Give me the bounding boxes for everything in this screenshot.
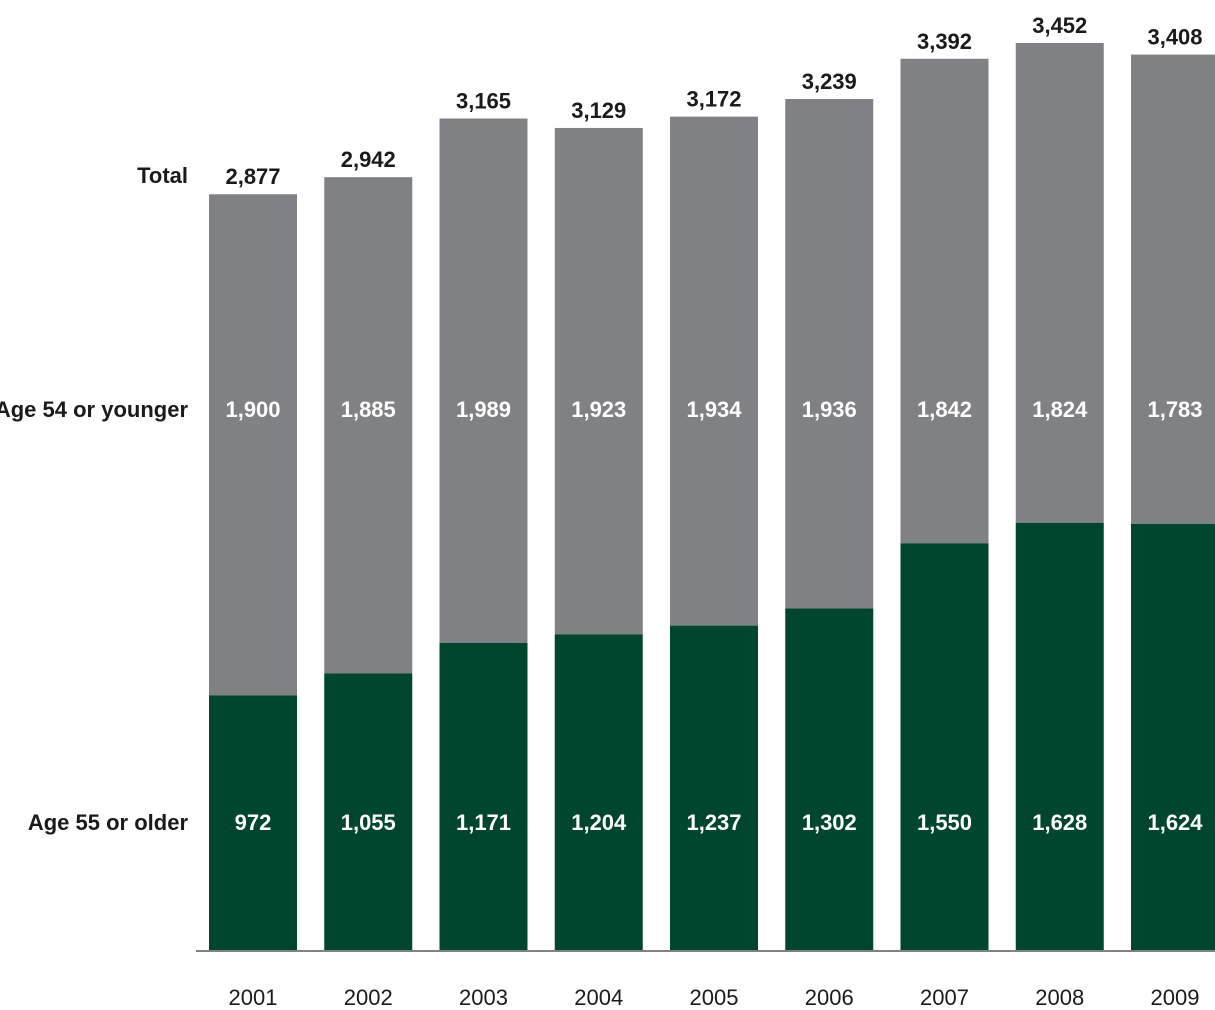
bar-older-2006: [785, 608, 874, 951]
row-label-older: Age 55 or older: [28, 810, 189, 835]
x-tick-2008: 2008: [1035, 985, 1084, 1010]
younger-label-2001: 1,900: [225, 397, 280, 422]
bar-younger-2004: [554, 127, 643, 635]
total-label-2004: 3,129: [571, 98, 626, 123]
younger-label-2003: 1,989: [456, 397, 511, 422]
older-label-2007: 1,550: [917, 810, 972, 835]
younger-label-2006: 1,936: [802, 397, 857, 422]
younger-label-2008: 1,824: [1032, 397, 1088, 422]
bar-older-2009: [1131, 523, 1215, 951]
x-tick-2003: 2003: [459, 985, 508, 1010]
bar-older-2008: [1015, 522, 1104, 951]
younger-label-2004: 1,923: [571, 397, 626, 422]
bar-younger-2008: [1015, 43, 1104, 523]
total-label-2007: 3,392: [917, 29, 972, 54]
bar-younger-2001: [209, 194, 297, 696]
total-label-2001: 2,877: [225, 164, 280, 189]
bar-younger-2007: [900, 58, 989, 544]
older-label-2008: 1,628: [1032, 810, 1087, 835]
bar-younger-2005: [670, 116, 758, 626]
older-label-2003: 1,171: [456, 810, 511, 835]
x-tick-2005: 2005: [690, 985, 739, 1010]
labels-layer: 2,877 1,900 972 2001 2,942 1,885 1,055 2002 3,16…: [225, 13, 1203, 1010]
x-tick-2009: 2009: [1151, 985, 1200, 1010]
row-label-total: Total: [137, 163, 188, 188]
x-tick-2007: 2007: [920, 985, 969, 1010]
bar-older-2004: [554, 634, 643, 951]
bar-younger-2002: [324, 177, 413, 674]
bar-older-2002: [324, 673, 413, 951]
younger-label-2005: 1,934: [686, 397, 742, 422]
older-label-2009: 1,624: [1147, 810, 1203, 835]
bar-older-2001: [209, 695, 297, 951]
bar-older-2007: [900, 543, 989, 951]
older-label-2002: 1,055: [341, 810, 396, 835]
bar-younger-2006: [785, 99, 874, 609]
older-label-2006: 1,302: [802, 810, 857, 835]
bar-younger-2003: [439, 118, 528, 643]
bar-older-2005: [670, 625, 758, 951]
total-label-2009: 3,408: [1147, 25, 1202, 50]
younger-label-2002: 1,885: [341, 397, 396, 422]
row-label-younger: Age 54 or younger: [0, 397, 188, 422]
total-label-2006: 3,239: [802, 69, 857, 94]
younger-label-2007: 1,842: [917, 397, 972, 422]
older-label-2005: 1,237: [686, 810, 741, 835]
bar-older-2003: [439, 642, 528, 951]
bars-layer: [209, 43, 1215, 951]
total-label-2003: 3,165: [456, 88, 511, 113]
x-tick-2004: 2004: [574, 985, 623, 1010]
younger-label-2009: 1,783: [1147, 397, 1202, 422]
bar-younger-2009: [1131, 54, 1215, 524]
total-label-2005: 3,172: [686, 87, 741, 112]
x-tick-2001: 2001: [229, 985, 278, 1010]
x-tick-2002: 2002: [344, 985, 393, 1010]
x-tick-2006: 2006: [805, 985, 854, 1010]
total-label-2002: 2,942: [341, 147, 396, 172]
older-label-2001: 972: [235, 810, 272, 835]
total-label-2008: 3,452: [1032, 13, 1087, 38]
older-label-2004: 1,204: [571, 810, 627, 835]
